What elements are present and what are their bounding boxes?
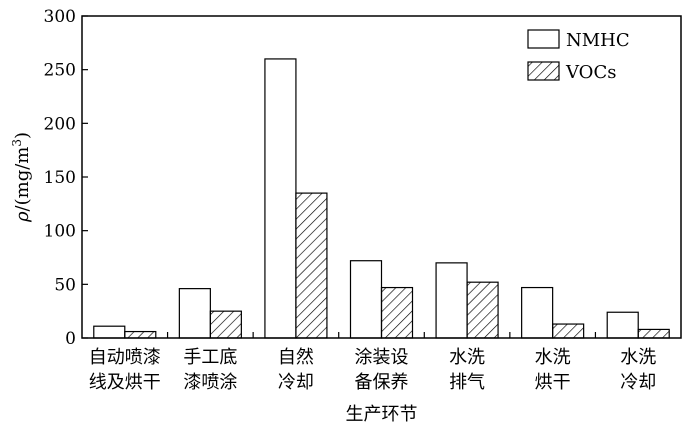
y-tick-label: 250: [44, 61, 76, 81]
bar-vocs-2: [295, 192, 328, 339]
y-tick-label: 50: [54, 275, 76, 295]
bar-vocs-0: [124, 330, 157, 339]
x-category-label: 线及烘干: [89, 372, 161, 393]
x-category-label: 冷却: [278, 372, 314, 393]
bar-vocs-5: [552, 323, 585, 339]
legend-swatch-vocs: [527, 61, 560, 81]
bar-nmhc-6: [606, 311, 639, 339]
x-category-label: 烘干: [535, 372, 571, 393]
x-category-label: 备保养: [355, 372, 409, 393]
y-tick-label: 100: [44, 222, 76, 242]
y-tick-label: 300: [44, 7, 76, 27]
y-axis-title: ρ/(mg/m3): [10, 132, 33, 223]
bar-nmhc-2: [264, 58, 297, 339]
x-category-label: 水洗: [449, 347, 485, 368]
x-category-label: 手工底: [183, 347, 237, 368]
bar-vocs-3: [380, 286, 414, 339]
bar-vocs-1: [209, 310, 242, 339]
x-category-label: 自动喷漆: [89, 347, 161, 368]
legend-label-nmhc: NMHC: [566, 30, 630, 51]
x-category-label: 自然: [278, 347, 314, 368]
legend-swatch-nmhc: [527, 29, 560, 49]
x-category-label: 水洗: [620, 347, 656, 368]
bar-nmhc-3: [349, 260, 383, 339]
x-category-label: 涂装设: [355, 347, 409, 368]
y-tick-label: 0: [65, 329, 76, 349]
x-category-label: 水洗: [535, 347, 571, 368]
bar-nmhc-1: [178, 288, 211, 339]
x-category-label: 漆喷涂: [183, 372, 237, 393]
y-tick-label: 200: [44, 114, 76, 134]
bar-vocs-6: [637, 328, 670, 339]
legend: NMHC VOCs: [527, 29, 630, 83]
bar-nmhc-5: [521, 286, 554, 339]
x-axis-title: 生产环节: [346, 404, 418, 425]
x-category-label: 冷却: [620, 372, 656, 393]
bar-nmhc-4: [435, 262, 468, 339]
legend-label-vocs: VOCs: [565, 62, 616, 83]
y-tick-label: 150: [44, 168, 76, 188]
bar-nmhc-0: [93, 325, 126, 339]
bar-vocs-4: [466, 281, 499, 339]
bars-layer: [93, 58, 670, 339]
x-category-label: 排气: [449, 372, 485, 393]
